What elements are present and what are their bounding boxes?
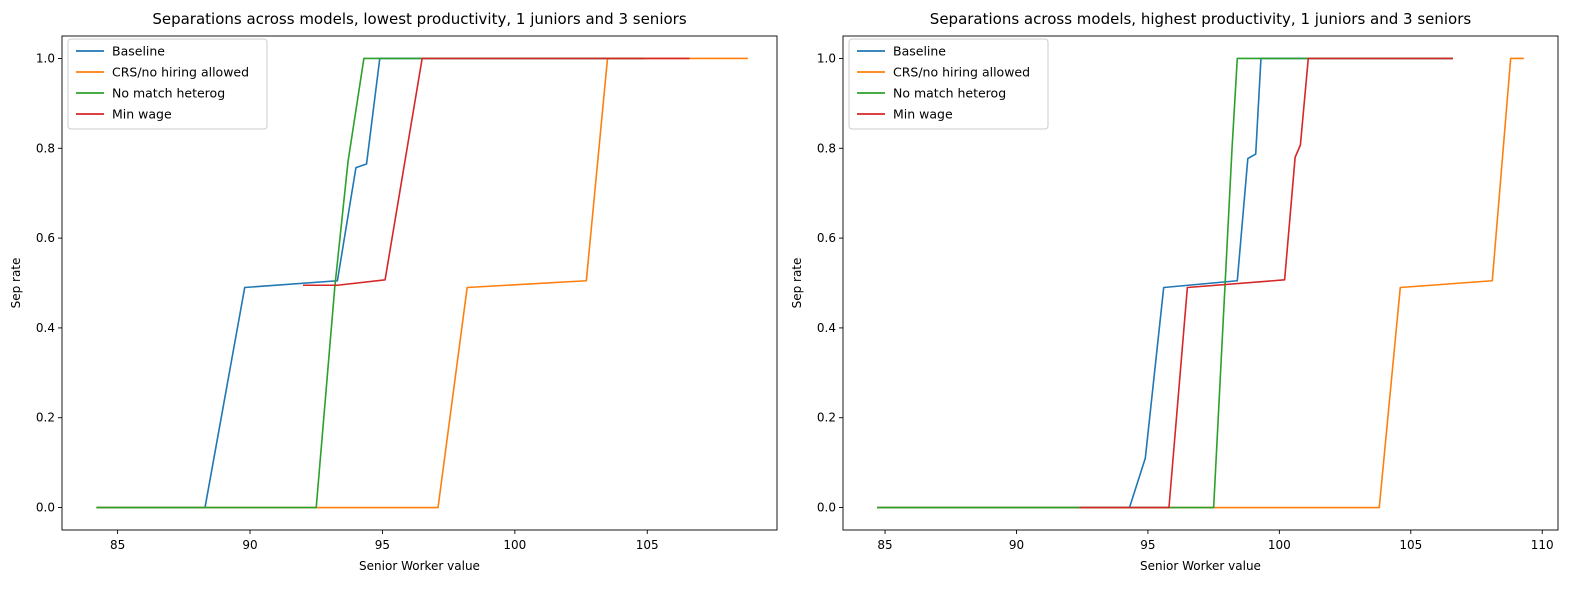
chart2-legend — [848, 38, 1049, 130]
chart2-y-tick-label: 0.4 — [817, 321, 836, 335]
chart1-y-tick-label: 0.6 — [36, 231, 55, 245]
chart1-series-line-1 — [96, 57, 645, 509]
chart2-series-line-1 — [877, 57, 1453, 509]
chart2-x-tick-label: 105 — [1399, 538, 1422, 552]
chart1-legend-label: CRS/no hiring allowed — [112, 65, 249, 80]
chart1-y-tick-label: 0.8 — [36, 141, 55, 155]
chart2-x-tick-label: 110 — [1531, 538, 1554, 552]
chart1-y-axis-label: Sep rate — [9, 258, 23, 309]
chart1-y-tick-label: 0.4 — [36, 321, 55, 335]
chart2-y-tick-label: 0.6 — [817, 231, 836, 245]
chart2-x-tick-label: 85 — [877, 538, 892, 552]
chart2-legend-label: No match heterog — [893, 86, 1006, 101]
chart2-title: Separations across models, highest produ… — [930, 10, 1472, 28]
chart1-legend-label: Min wage — [112, 107, 172, 122]
chart2-y-tick-label: 1.0 — [817, 51, 836, 65]
chart1-legend-label: No match heterog — [112, 86, 225, 101]
chart1-x-axis-label: Senior Worker value — [359, 559, 480, 573]
chart2-y-tick-label: 0.0 — [817, 501, 836, 515]
chart2-legend-label: CRS/no hiring allowed — [893, 65, 1030, 80]
chart1-x-tick-label: 90 — [242, 538, 257, 552]
chart2-legend-label: Min wage — [893, 107, 953, 122]
chart1-x-tick-label: 95 — [375, 538, 390, 552]
chart2-legend-label: Baseline — [893, 44, 946, 59]
chart2-series-line-2 — [877, 57, 1524, 509]
chart1-series-line-3 — [96, 57, 645, 509]
chart1-legend — [67, 38, 268, 130]
chart1-y-tick-label: 0.0 — [36, 501, 55, 515]
chart2-x-tick-label: 100 — [1268, 538, 1291, 552]
chart1-y-tick-label: 0.2 — [36, 411, 55, 425]
chart1-y-tick-label: 1.0 — [36, 51, 55, 65]
chart1-series-line-4 — [302, 57, 690, 287]
chart2-series-line-4 — [1079, 57, 1453, 509]
chart2-y-tick-label: 0.2 — [817, 411, 836, 425]
chart1-x-tick-label: 105 — [636, 538, 659, 552]
chart2-y-axis-label: Sep rate — [790, 258, 804, 309]
chart1-legend-label: Baseline — [112, 44, 165, 59]
chart1-plot-frame — [61, 35, 778, 531]
chart2-plot-frame — [842, 35, 1559, 531]
chart2-x-tick-label: 95 — [1140, 538, 1155, 552]
chart2-x-axis-label: Senior Worker value — [1140, 559, 1261, 573]
chart1-x-tick-label: 85 — [110, 538, 125, 552]
chart2-x-tick-label: 90 — [1009, 538, 1024, 552]
chart1-title: Separations across models, lowest produc… — [152, 10, 687, 28]
chart1-x-tick-label: 100 — [503, 538, 526, 552]
chart2-y-tick-label: 0.8 — [817, 141, 836, 155]
